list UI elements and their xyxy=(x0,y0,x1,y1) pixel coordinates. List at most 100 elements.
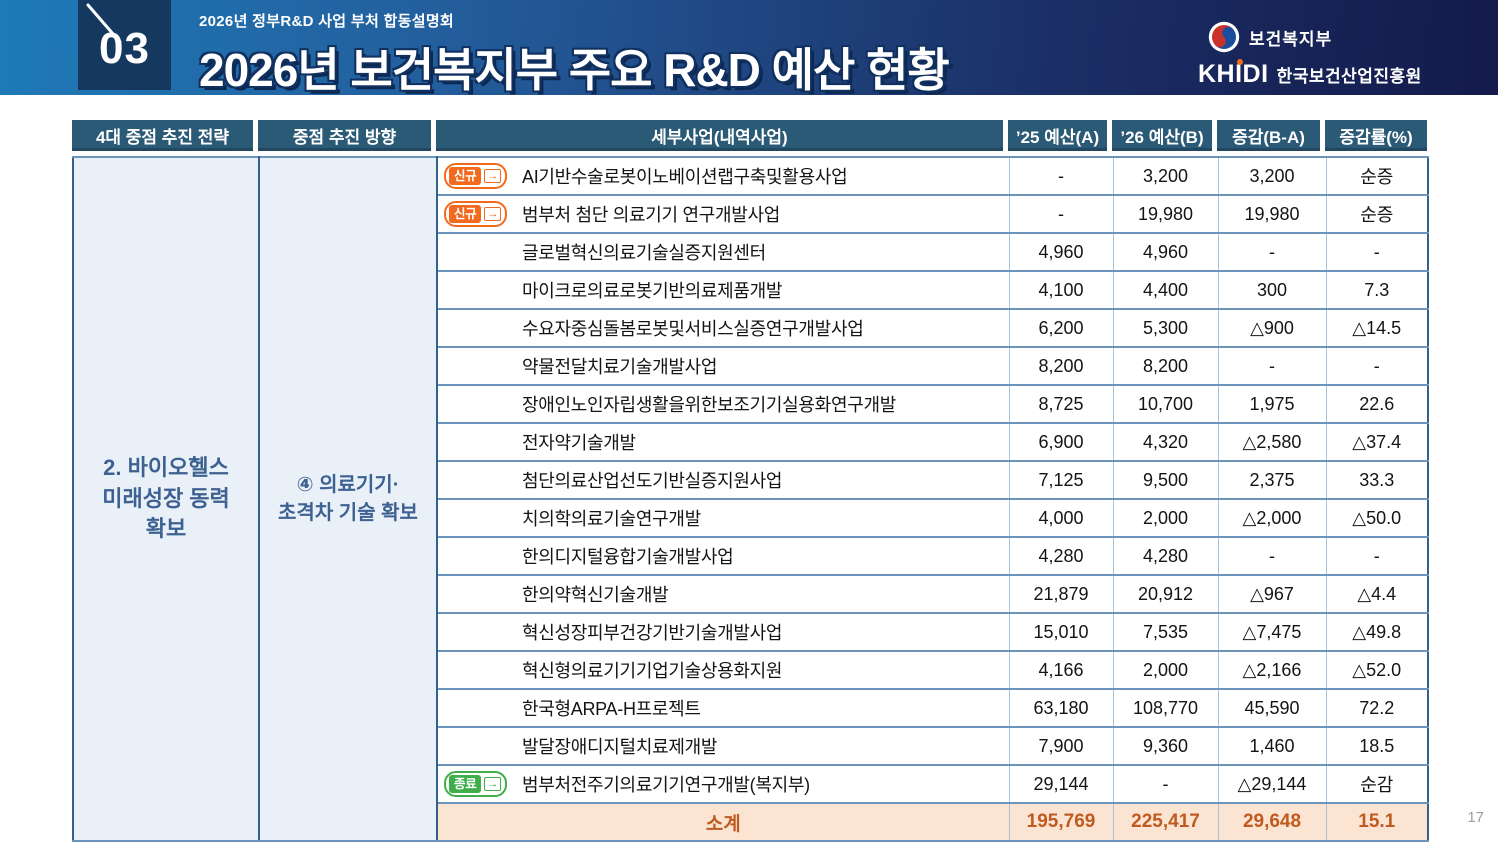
table-row: 한의약혁신기술개발 21,879 20,912 △967 △4.4 xyxy=(73,574,1429,614)
badge-end: 종료 → xyxy=(444,771,508,797)
project-name-cell: 신규 → AI기반수술로봇이노베이션랩구축및활용사업 xyxy=(436,156,1010,196)
change-cell: 3,200 xyxy=(1217,156,1327,196)
table-row: 장애인노인자립생활을위한보조기기실용화연구개발 8,725 10,700 1,975 2… xyxy=(73,384,1429,424)
table-row: 한국형ARPA-H프로젝트 63,180 108,770 45,590 72.2 xyxy=(73,688,1429,728)
budget-25-cell: 7,125 xyxy=(1008,460,1114,500)
budget-26-cell: 7,535 xyxy=(1112,612,1219,652)
budget-table-area: 4대 중점 추진 전략 중점 추진 방향 세부사업(내역사업) ’25 예산(A… xyxy=(72,120,1429,842)
table-row: 종료 → 범부처전주기의료기기연구개발(복지부) 29,144- △29,144 순감 xyxy=(73,764,1429,804)
project-name: 약물전달치료기술개발사업 xyxy=(522,357,718,377)
khidi-logo-text: 한국보건산업진흥원 xyxy=(1276,66,1422,86)
change-rate-cell: - xyxy=(1325,232,1429,272)
change-rate-cell: △50.0 xyxy=(1325,498,1429,538)
change-rate-cell: 순감 xyxy=(1325,764,1429,804)
project-name-cell: 약물전달치료기술개발사업 xyxy=(436,346,1010,386)
budget-26-cell: 19,980 xyxy=(1112,194,1219,234)
project-name: 수요자중심돌봄로봇및서비스실증연구개발사업 xyxy=(522,319,864,339)
strategy-cell: 2. 바이오헬스 미래성장 동력 확보 xyxy=(72,156,260,842)
change-cell: △29,144 xyxy=(1217,764,1327,804)
change-rate-cell: △52.0 xyxy=(1325,650,1429,690)
project-name-cell: 마이크로의료로봇기반의료제품개발 xyxy=(436,270,1010,310)
table-row: 신규 → 범부처 첨단 의료기기 연구개발사업 -19,980 19,980 순증 xyxy=(73,194,1429,234)
logos: 보건복지부 KHIDI 한국보건산업진흥원 xyxy=(1198,20,1422,91)
project-name: 한의약혁신기술개발 xyxy=(522,585,669,605)
budget-25-cell: 4,100 xyxy=(1008,270,1114,310)
budget-25-cell: 21,879 xyxy=(1008,574,1114,614)
change-rate-cell: - xyxy=(1325,346,1429,386)
table-row: 발달장애디지털치료제개발 7,900 9,360 1,460 18.5 xyxy=(73,726,1429,766)
table-header-row: 4대 중점 추진 전략 중점 추진 방향 세부사업(내역사업) ’25 예산(A… xyxy=(72,120,1427,151)
table-row: 혁신형의료기기기업기술상용화지원 4,166 2,000 △2,166 △52.0 xyxy=(73,650,1429,690)
header-text: 2026년 정부R&D 사업 부처 합동설명회 2026년 보건복지부 주요 R… xyxy=(199,10,950,100)
table-row: 한의디지털융합기술개발사업 4,280 4,280- - xyxy=(73,536,1429,576)
change-rate-cell: 18.5 xyxy=(1325,726,1429,766)
project-name: AI기반수술로봇이노베이션랩구축및활용사업 xyxy=(522,167,848,187)
project-name-cell: 첨단의료산업선도기반실증지원사업 xyxy=(436,460,1010,500)
project-name-cell: 한의디지털융합기술개발사업 xyxy=(436,536,1010,576)
change-cell: △2,000 xyxy=(1217,498,1327,538)
col-header-change-rate: 증감률(%) xyxy=(1325,120,1427,151)
project-name: 한의디지털융합기술개발사업 xyxy=(522,547,734,567)
project-name: 범부처전주기의료기기연구개발(복지부) xyxy=(522,775,810,795)
change-cell: - xyxy=(1217,536,1327,576)
badge-new: 신규 → xyxy=(444,201,508,227)
budget-25-cell: 4,000 xyxy=(1008,498,1114,538)
table-row: 글로벌혁신의료기술실증지원센터 4,960 4,960- - xyxy=(73,232,1429,272)
project-name-cell: 장애인노인자립생활을위한보조기기실용화연구개발 xyxy=(436,384,1010,424)
badge-label: 신규 xyxy=(449,167,482,185)
project-name-cell: 치의학의료기술연구개발 xyxy=(436,498,1010,538)
change-cell: △2,580 xyxy=(1217,422,1327,462)
project-name-cell: 신규 → 범부처 첨단 의료기기 연구개발사업 xyxy=(436,194,1010,234)
table-row: 마이크로의료로봇기반의료제품개발 4,100 4,400 300 7.3 xyxy=(73,270,1429,310)
budget-26-cell: 4,400 xyxy=(1112,270,1219,310)
col-header-strategy: 4대 중점 추진 전략 xyxy=(72,120,258,151)
project-name: 치의학의료기술연구개발 xyxy=(522,509,701,529)
khidi-acronym: KHIDI xyxy=(1198,59,1269,88)
budget-26-cell: 8,200 xyxy=(1112,346,1219,386)
change-cell: - xyxy=(1217,232,1327,272)
direction-cell: ④ 의료기기· 초격차 기술 확보 xyxy=(258,156,438,842)
col-header-budget-26: ’26 예산(B) xyxy=(1112,120,1217,151)
budget-table-body: 2. 바이오헬스 미래성장 동력 확보 ④ 의료기기· 초격차 기술 확보 신규 → A… xyxy=(72,156,1429,842)
col-header-change: 증감(B-A) xyxy=(1217,120,1325,151)
budget-25-cell: 8,725 xyxy=(1008,384,1114,424)
slide-title: 2026년 보건복지부 주요 R&D 예산 현황 xyxy=(199,44,950,96)
project-name: 발달장애디지털치료제개발 xyxy=(522,737,718,757)
change-cell: 1,460 xyxy=(1217,726,1327,766)
subtotal-label: 소계 xyxy=(436,802,1010,842)
badge-label: 종료 xyxy=(449,775,482,793)
project-name: 전자약기술개발 xyxy=(522,433,636,453)
project-name: 장애인노인자립생활을위한보조기기실용화연구개발 xyxy=(522,395,896,415)
change-cell: 1,975 xyxy=(1217,384,1327,424)
budget-26-cell: 5,300 xyxy=(1112,308,1219,348)
khidi-orange-dot-icon xyxy=(1237,59,1243,65)
table-row: 첨단의료산업선도기반실증지원사업 7,125 9,500 2,375 33.3 xyxy=(73,460,1429,500)
project-name-cell: 혁신형의료기기기업기술상용화지원 xyxy=(436,650,1010,690)
change-cell: 45,590 xyxy=(1217,688,1327,728)
project-name: 혁신형의료기기기업기술상용화지원 xyxy=(522,661,783,681)
budget-25-cell: 4,166 xyxy=(1008,650,1114,690)
budget-26-cell: 4,280 xyxy=(1112,536,1219,576)
project-name-cell: 혁신성장피부건강기반기술개발사업 xyxy=(436,612,1010,652)
project-name: 첨단의료산업선도기반실증지원사업 xyxy=(522,471,783,491)
change-cell: △7,475 xyxy=(1217,612,1327,652)
subtotal-change: 29,648 xyxy=(1217,802,1327,842)
budget-26-cell: 10,700 xyxy=(1112,384,1219,424)
project-name-cell: 수요자중심돌봄로봇및서비스실증연구개발사업 xyxy=(436,308,1010,348)
taegeuk-icon xyxy=(1208,21,1240,53)
change-rate-cell: △4.4 xyxy=(1325,574,1429,614)
project-name: 범부처 첨단 의료기기 연구개발사업 xyxy=(522,205,781,225)
subtotal-change-rate: 15.1 xyxy=(1325,802,1429,842)
table-row: 수요자중심돌봄로봇및서비스실증연구개발사업 6,200 5,300 △900 △14.5 xyxy=(73,308,1429,348)
col-header-budget-25: ’25 예산(A) xyxy=(1008,120,1112,151)
chapter-number-box: 03 xyxy=(78,0,171,90)
mohw-logo-text: 보건복지부 xyxy=(1249,29,1333,49)
subtotal-budget-25: 195,769 xyxy=(1008,802,1114,842)
project-name-cell: 발달장애디지털치료제개발 xyxy=(436,726,1010,766)
event-title: 2026년 정부R&D 사업 부처 합동설명회 xyxy=(199,13,455,30)
change-cell: △967 xyxy=(1217,574,1327,614)
enter-arrow-icon: → xyxy=(484,206,502,222)
budget-25-cell: 29,144 xyxy=(1008,764,1114,804)
table-row: 치의학의료기술연구개발 4,000 2,000 △2,000 △50.0 xyxy=(73,498,1429,538)
